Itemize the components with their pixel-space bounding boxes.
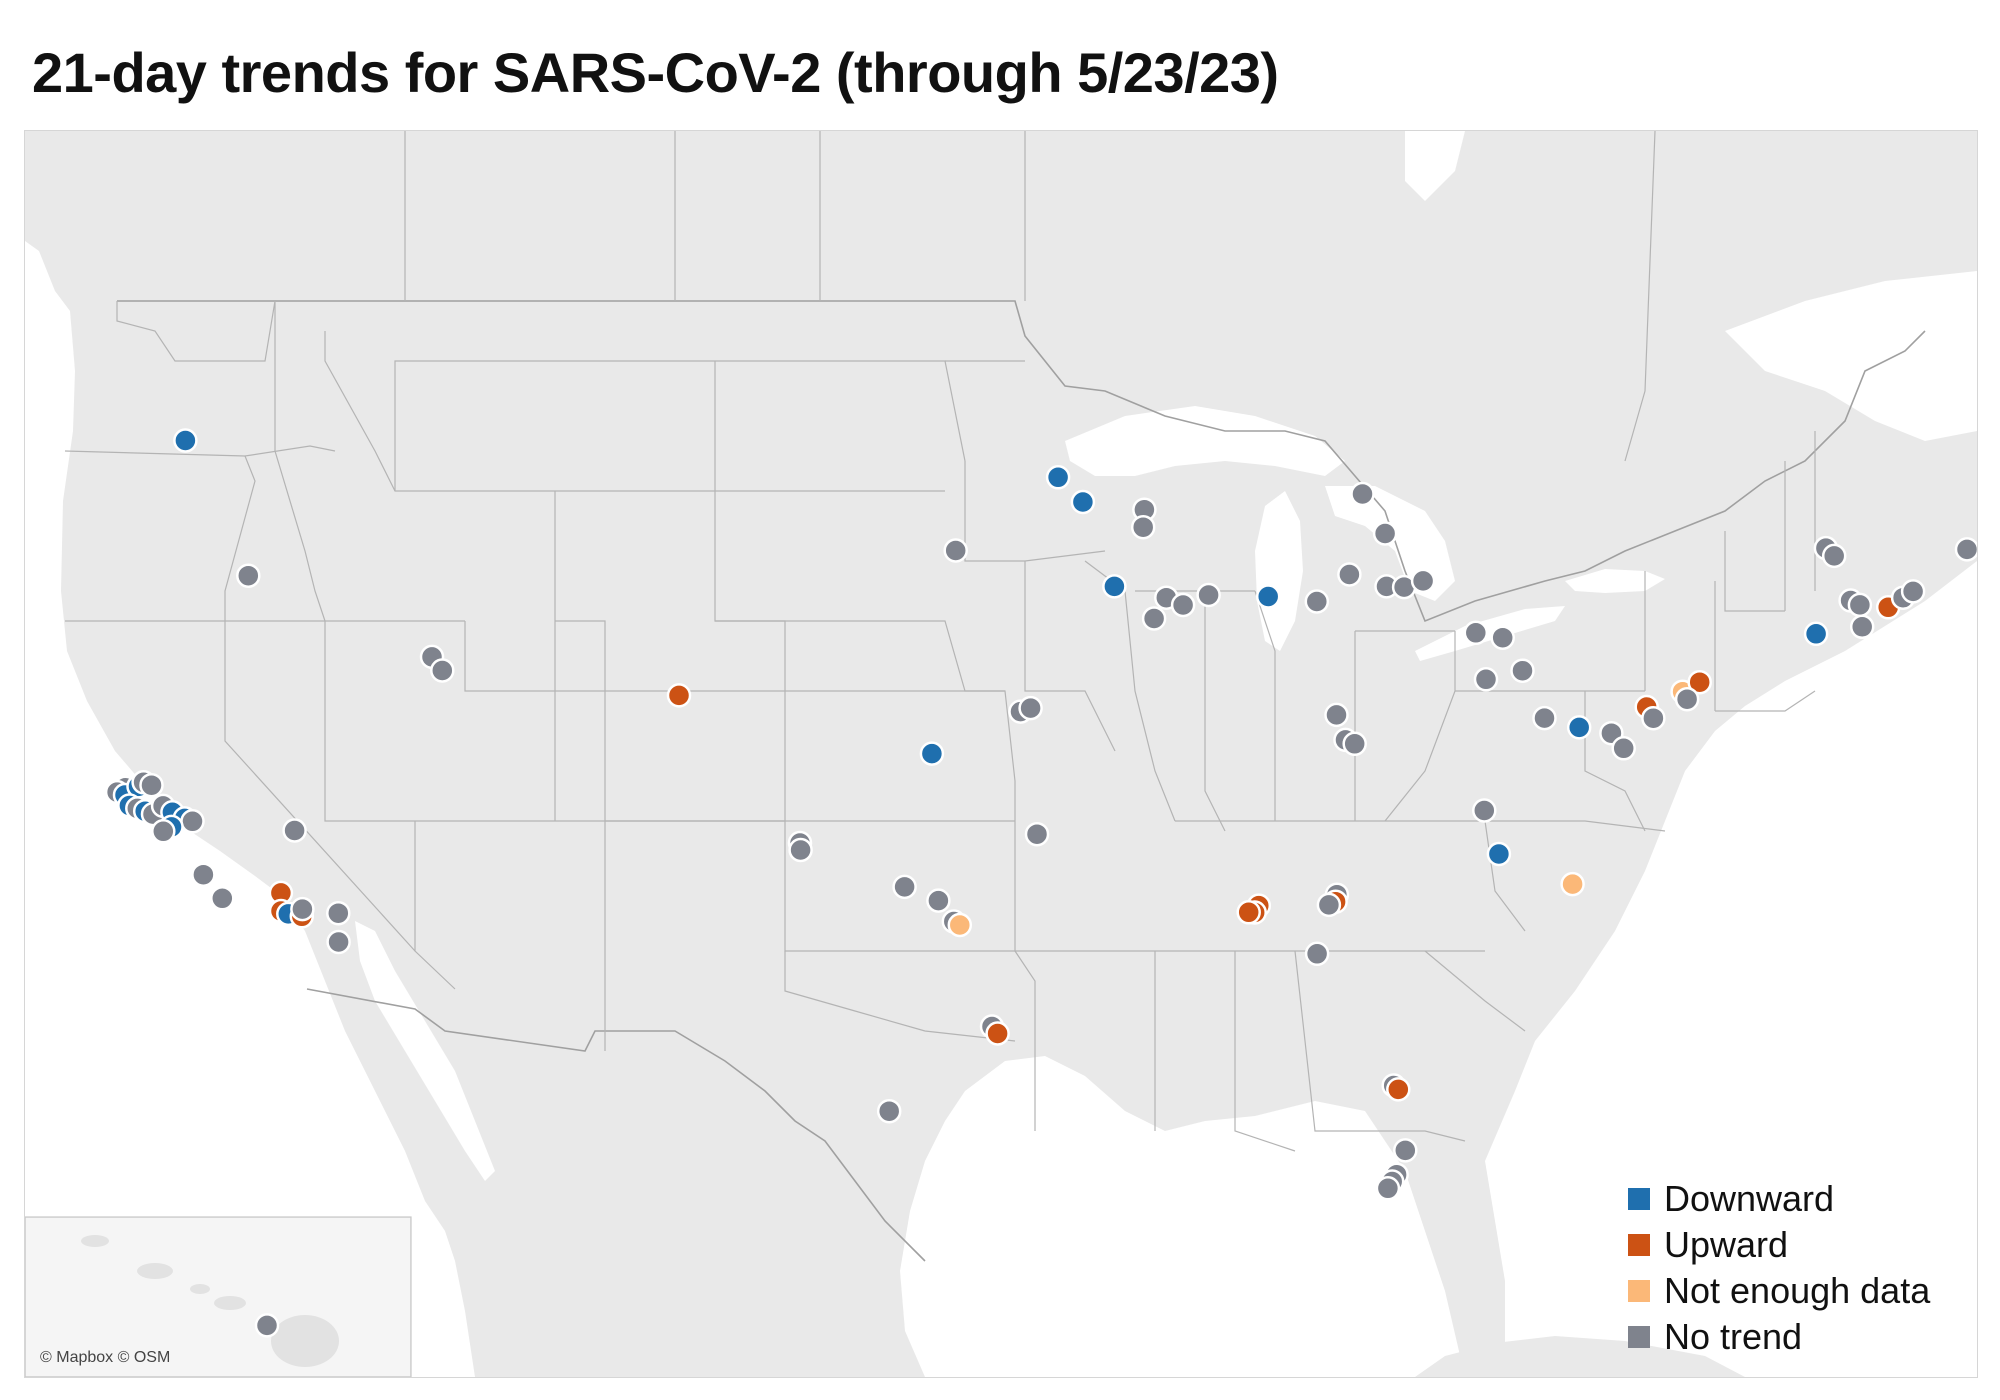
us-site-marker-no-trend[interactable]: [1018, 695, 1043, 721]
us-site-marker-upward[interactable]: [985, 1021, 1010, 1046]
us-site-marker-not-enough-data[interactable]: [1560, 871, 1585, 897]
us-site-marker-downward[interactable]: [1045, 465, 1071, 490]
us-site-marker-no-trend[interactable]: [1849, 614, 1875, 640]
us-site-marker-no-trend[interactable]: [1510, 658, 1535, 683]
legend-swatch-upward: [1628, 1234, 1650, 1256]
us-site-marker-downward[interactable]: [1102, 574, 1127, 599]
us-site-marker-no-trend[interactable]: [1674, 686, 1700, 712]
legend-item-downward: Downward: [1628, 1176, 1930, 1222]
legend-swatch-no-trend: [1628, 1326, 1650, 1348]
us-site-marker-no-trend[interactable]: [1847, 592, 1873, 618]
lake-ontario: [1565, 569, 1665, 593]
hawaii-site-marker-no-trend[interactable]: [254, 1313, 280, 1338]
us-site-marker-upward[interactable]: [1687, 669, 1712, 695]
us-site-marker-downward[interactable]: [1566, 715, 1592, 740]
us-site-marker-no-trend[interactable]: [1324, 702, 1349, 728]
state-borders: [64, 300, 1816, 1152]
us-site-marker-no-trend[interactable]: [1316, 892, 1342, 918]
us-site-marker-no-trend[interactable]: [892, 874, 917, 900]
map-attribution: © Mapbox © OSM: [40, 1349, 171, 1366]
us-site-marker-no-trend[interactable]: [1954, 537, 1977, 562]
us-site-marker-no-trend[interactable]: [788, 837, 813, 863]
us-site-marker-downward[interactable]: [173, 428, 198, 453]
us-site-marker-downward[interactable]: [919, 741, 945, 766]
us-site-marker-no-trend[interactable]: [210, 886, 235, 911]
us-site-marker-downward[interactable]: [1486, 841, 1512, 867]
us-site-marker-no-trend[interactable]: [236, 563, 261, 588]
us-site-marker-no-trend[interactable]: [1196, 582, 1221, 608]
province-borders: [404, 131, 1656, 462]
legend-item-not-enough-data: Not enough data: [1628, 1268, 1930, 1314]
map-canvas[interactable]: [25, 131, 1977, 1377]
atlantic-ocean: [1485, 561, 1977, 1377]
us-site-marker-no-trend[interactable]: [191, 862, 216, 887]
us-site-marker-no-trend[interactable]: [1532, 705, 1557, 731]
map-viewport[interactable]: [24, 130, 1978, 1378]
us-site-marker-no-trend[interactable]: [1472, 798, 1497, 823]
site-markers[interactable]: [104, 428, 1977, 1338]
page-title: 21-day trends for SARS-CoV-2 (through 5/…: [32, 41, 1279, 104]
hawaii-islands: [81, 1235, 339, 1367]
lake-superior: [1065, 406, 1345, 476]
us-site-marker-no-trend[interactable]: [1611, 736, 1636, 761]
us-site-marker-no-trend[interactable]: [1900, 579, 1926, 604]
us-site-marker-no-trend[interactable]: [282, 818, 307, 843]
legend-item-no-trend: No trend: [1628, 1314, 1930, 1360]
hudson-bay-edge: [1405, 131, 1465, 201]
us-site-marker-downward[interactable]: [1255, 584, 1281, 609]
us-site-marker-not-enough-data[interactable]: [947, 912, 973, 938]
us-site-marker-no-trend[interactable]: [1375, 1176, 1401, 1201]
legend-label-not-enough-data: Not enough data: [1664, 1270, 1931, 1311]
us-site-marker-no-trend[interactable]: [1024, 821, 1050, 847]
us-canada-border: [117, 300, 1926, 623]
us-site-marker-upward[interactable]: [1386, 1077, 1411, 1102]
us-site-marker-no-trend[interactable]: [1141, 606, 1167, 631]
us-site-marker-no-trend[interactable]: [1337, 562, 1362, 587]
us-site-marker-upward[interactable]: [666, 683, 692, 708]
pacific-ocean: [25, 241, 475, 1377]
legend-swatch-downward: [1628, 1188, 1650, 1210]
legend: Downward Upward Not enough data No trend: [1628, 1176, 1930, 1360]
us-site-marker-no-trend[interactable]: [1473, 667, 1499, 692]
us-site-marker-no-trend[interactable]: [326, 900, 351, 926]
legend-label-no-trend: No trend: [1664, 1316, 1803, 1357]
us-site-marker-no-trend[interactable]: [926, 888, 951, 913]
lake-erie: [1415, 606, 1565, 661]
us-site-marker-no-trend[interactable]: [943, 538, 968, 563]
us-site-marker-no-trend[interactable]: [1130, 514, 1156, 540]
us-site-marker-no-trend[interactable]: [1304, 941, 1330, 967]
us-site-marker-upward[interactable]: [1236, 900, 1261, 925]
legend-label-upward: Upward: [1664, 1224, 1789, 1265]
lake-michigan: [1255, 491, 1303, 651]
us-site-marker-no-trend[interactable]: [151, 819, 176, 844]
us-site-marker-no-trend[interactable]: [290, 896, 315, 922]
legend-label-downward: Downward: [1664, 1178, 1835, 1219]
us-site-marker-downward[interactable]: [1070, 489, 1096, 515]
us-site-marker-no-trend[interactable]: [1393, 1138, 1418, 1163]
gulf-of-st-lawrence: [1725, 271, 1977, 441]
us-mexico-border: [306, 988, 926, 1262]
gulf-of-california: [355, 921, 495, 1181]
us-site-marker-no-trend[interactable]: [1490, 625, 1515, 650]
us-site-marker-no-trend[interactable]: [1641, 705, 1666, 731]
us-site-marker-no-trend[interactable]: [1170, 592, 1196, 618]
cuba-island: [1415, 1336, 1745, 1377]
us-site-marker-no-trend[interactable]: [1410, 568, 1436, 594]
us-site-marker-no-trend[interactable]: [1821, 543, 1847, 569]
legend-item-upward: Upward: [1628, 1222, 1930, 1268]
us-site-marker-no-trend[interactable]: [876, 1098, 902, 1124]
gulf-of-mexico: [900, 1056, 1465, 1377]
legend-swatch-not-enough-data: [1628, 1280, 1650, 1302]
us-site-marker-no-trend[interactable]: [430, 658, 455, 683]
us-site-marker-no-trend[interactable]: [139, 772, 164, 798]
us-site-marker-no-trend[interactable]: [1350, 481, 1375, 507]
us-site-marker-no-trend[interactable]: [1342, 731, 1367, 757]
us-site-marker-no-trend[interactable]: [180, 809, 205, 834]
us-site-marker-no-trend[interactable]: [1304, 589, 1330, 614]
us-site-marker-no-trend[interactable]: [326, 929, 351, 955]
us-site-marker-no-trend[interactable]: [1463, 620, 1489, 646]
us-site-marker-no-trend[interactable]: [1372, 521, 1398, 546]
us-site-marker-downward[interactable]: [1803, 621, 1829, 647]
